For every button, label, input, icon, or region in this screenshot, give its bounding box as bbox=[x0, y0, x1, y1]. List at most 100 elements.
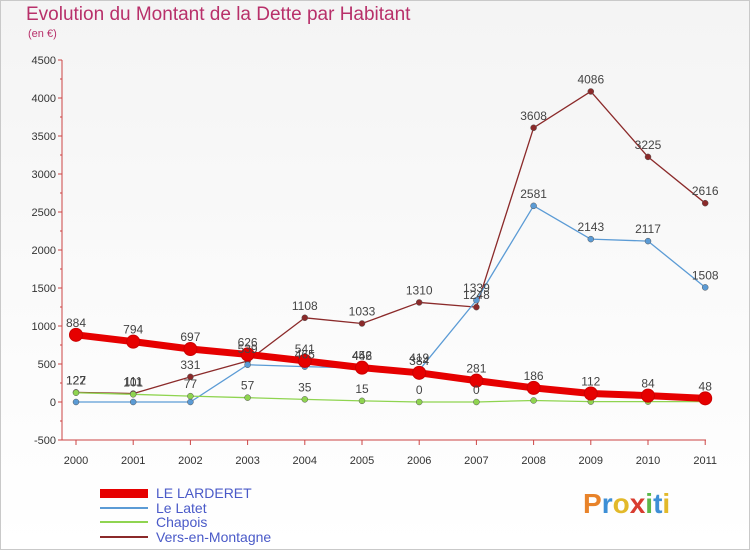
data-label: 419 bbox=[409, 351, 429, 365]
data-point bbox=[583, 386, 598, 401]
data-point bbox=[355, 360, 369, 375]
y-tick-label: 3500 bbox=[32, 131, 56, 143]
data-point bbox=[187, 392, 194, 400]
data-label: 794 bbox=[123, 323, 143, 337]
data-label: 384 bbox=[409, 354, 429, 368]
data-label: 84 bbox=[641, 377, 655, 391]
data-label: 1248 bbox=[463, 288, 490, 302]
data-point bbox=[473, 303, 480, 311]
data-label: 0 bbox=[473, 383, 480, 397]
y-tick-label: 2500 bbox=[32, 207, 56, 219]
y-tick-label: 3000 bbox=[32, 169, 56, 181]
data-label: 1310 bbox=[406, 283, 433, 297]
data-point bbox=[530, 202, 537, 210]
legend-item-chapois: Chapois bbox=[100, 515, 271, 530]
data-point bbox=[415, 398, 423, 406]
x-tick-label: 2003 bbox=[235, 455, 259, 467]
chart-title: Evolution du Montant de la Dette par Hab… bbox=[26, 4, 411, 25]
data-label: 281 bbox=[466, 362, 486, 376]
legend: LE LARDERET Le Latet Chapois Vers-en-Mon… bbox=[100, 486, 271, 544]
legend-swatch bbox=[100, 488, 148, 498]
x-tick-label: 2009 bbox=[579, 455, 603, 467]
data-label: 1108 bbox=[292, 299, 318, 313]
data-point bbox=[129, 391, 137, 398]
legend-item-vers-en-montagne: Vers-en-Montagne bbox=[100, 530, 271, 545]
data-point bbox=[587, 235, 595, 243]
series-line-vers-en-montagne bbox=[75, 90, 706, 395]
data-label: 884 bbox=[66, 316, 86, 330]
legend-item-le-larderet: LE LARDERET bbox=[100, 486, 271, 501]
y-tick-label: 500 bbox=[38, 359, 56, 371]
data-point bbox=[415, 299, 423, 306]
data-point bbox=[644, 237, 652, 245]
data-label: 539 bbox=[238, 342, 258, 356]
y-tick-label: -500 bbox=[34, 435, 56, 447]
data-label: 35 bbox=[298, 380, 312, 394]
data-point bbox=[701, 199, 709, 207]
data-label: 3608 bbox=[520, 109, 547, 123]
legend-swatch bbox=[100, 535, 148, 538]
data-label: 697 bbox=[180, 330, 200, 344]
y-tick-label: 0 bbox=[50, 397, 56, 409]
data-label: 452 bbox=[352, 349, 372, 363]
y-tick-label: 4500 bbox=[32, 55, 56, 67]
legend-label: Le Latet bbox=[156, 499, 207, 516]
data-label: 2581 bbox=[520, 187, 547, 201]
data-point bbox=[641, 388, 655, 403]
data-label: 77 bbox=[184, 377, 198, 391]
data-label: 626 bbox=[238, 335, 258, 349]
legend-label: Vers-en-Montagne bbox=[156, 528, 272, 545]
data-point bbox=[358, 320, 366, 327]
logo-letter: i bbox=[645, 488, 654, 519]
logo-letter: x bbox=[629, 488, 646, 519]
y-tick-label: 4000 bbox=[32, 93, 56, 105]
logo-letter: r bbox=[601, 488, 613, 519]
data-point bbox=[469, 373, 484, 388]
x-tick-label: 2007 bbox=[464, 455, 488, 467]
data-point bbox=[240, 347, 255, 362]
data-point bbox=[297, 353, 312, 368]
x-tick-label: 2011 bbox=[693, 455, 717, 467]
x-tick-label: 2002 bbox=[178, 455, 202, 467]
unit-label: (en €) bbox=[28, 28, 57, 40]
data-point bbox=[244, 361, 251, 369]
y-tick-label: 2000 bbox=[32, 245, 56, 257]
data-point bbox=[587, 88, 595, 95]
x-tick-label: 2010 bbox=[636, 455, 660, 467]
x-tick-label: 2000 bbox=[64, 455, 88, 467]
data-point bbox=[530, 397, 537, 404]
data-point bbox=[526, 380, 541, 395]
legend-label: LE LARDERET bbox=[156, 485, 252, 502]
logo-letter: P bbox=[583, 488, 602, 519]
data-label: 465 bbox=[295, 348, 315, 362]
data-label: 541 bbox=[295, 342, 315, 356]
legend-swatch bbox=[100, 521, 148, 524]
data-point bbox=[301, 314, 309, 322]
legend-swatch bbox=[100, 506, 148, 509]
data-point bbox=[187, 398, 194, 406]
legend-item-le-latet: Le Latet bbox=[100, 501, 271, 516]
data-label: 127 bbox=[66, 373, 86, 387]
data-point bbox=[69, 327, 83, 342]
series-line-le-larderet bbox=[72, 331, 709, 402]
data-point bbox=[358, 397, 366, 405]
data-label: 446 bbox=[352, 349, 372, 363]
y-tick-label: 1000 bbox=[32, 321, 56, 333]
x-tick-label: 2008 bbox=[521, 455, 545, 467]
logo-letter: t bbox=[653, 488, 663, 519]
data-point bbox=[530, 124, 537, 132]
data-point bbox=[72, 389, 80, 396]
data-label: 48 bbox=[699, 379, 713, 393]
data-point bbox=[698, 391, 713, 406]
data-label: 1508 bbox=[692, 268, 719, 282]
data-label: 4086 bbox=[577, 72, 604, 86]
data-point bbox=[187, 373, 194, 381]
data-point bbox=[72, 398, 80, 406]
proxiti-logo: Proxiti bbox=[583, 488, 670, 520]
x-tick-label: 2006 bbox=[407, 455, 431, 467]
data-label: 2616 bbox=[692, 184, 719, 198]
series-line-chapois bbox=[75, 392, 706, 403]
data-label: 1033 bbox=[349, 304, 376, 318]
